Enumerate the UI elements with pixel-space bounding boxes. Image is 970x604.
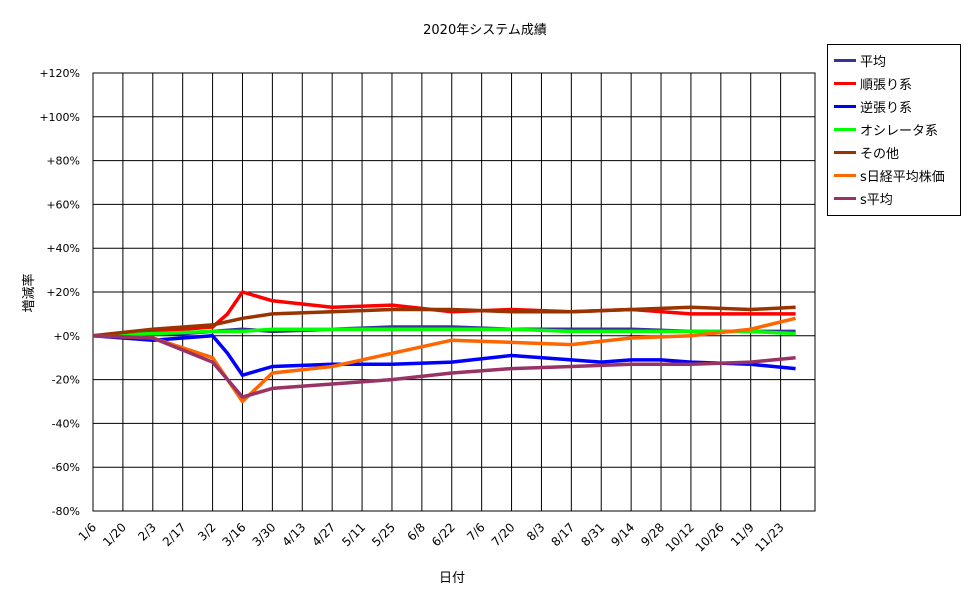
legend-swatch <box>834 196 856 200</box>
legend-label: s平均 <box>860 192 893 208</box>
x-tick-label: 9/14 <box>608 520 637 549</box>
x-tick-label: 3/30 <box>250 520 279 549</box>
x-tick-label: 6/22 <box>429 520 458 549</box>
series-line <box>92 316 797 404</box>
legend-item: 平均 <box>834 50 886 70</box>
y-tick-label: +20% <box>46 286 80 299</box>
x-tick-label: 7/20 <box>489 520 518 549</box>
legend-item: その他 <box>834 142 899 162</box>
legend-swatch <box>834 81 856 85</box>
y-tick-label: +120% <box>39 67 80 80</box>
legend-label: 逆張り系 <box>860 100 913 116</box>
y-axis-label: 増減率 <box>21 273 37 312</box>
legend-label: s日経平均株価 <box>860 169 945 185</box>
series-line <box>92 334 796 399</box>
legend-item: s平均 <box>834 188 893 208</box>
x-tick-label: 5/11 <box>339 520 368 549</box>
legend-swatch <box>834 104 856 108</box>
x-tick-label: 2/17 <box>160 520 189 549</box>
legend-label: 平均 <box>860 54 887 70</box>
x-tick-label: 8/17 <box>549 520 578 549</box>
y-tick-label: -20% <box>52 374 80 387</box>
x-tick-label: 4/27 <box>309 520 338 549</box>
legend-item: オシレータ系 <box>834 119 938 139</box>
x-tick-label: 7/6 <box>464 520 488 544</box>
x-tick-label: 11/23 <box>752 520 786 554</box>
y-tick-label: +40% <box>46 242 80 255</box>
legend-label: 順張り系 <box>860 77 913 93</box>
x-tick-label: 2/3 <box>135 520 159 544</box>
series-lines <box>92 290 797 404</box>
x-tick-label: 6/8 <box>404 520 428 544</box>
x-tick-label: 8/31 <box>578 520 607 549</box>
y-tick-label: +100% <box>39 111 80 124</box>
series-line <box>92 290 796 338</box>
x-tick-label: 3/2 <box>195 520 219 544</box>
series-line <box>92 327 796 338</box>
series-line <box>92 334 796 377</box>
chart-title: 2020年システム成績 <box>423 23 547 38</box>
y-tick-label: -80% <box>52 505 80 518</box>
legend: 平均 順張り系 逆張り系 オシレータ系 その他 s日経平均株価 s平均 <box>827 44 961 216</box>
legend-item: 順張り系 <box>834 73 912 93</box>
x-tick-label: 8/3 <box>524 520 548 544</box>
legend-swatch <box>834 58 856 62</box>
x-tick-label: 4/13 <box>279 520 308 549</box>
x-tick-label: 10/12 <box>663 520 697 554</box>
legend-item: 逆張り系 <box>834 96 912 116</box>
x-axis-label: 日付 <box>439 571 465 586</box>
legend-item: s日経平均株価 <box>834 165 945 185</box>
x-axis-ticks: 1/6 1/20 2/3 2/17 3/2 3/16 3/30 4/13 4/27 5/11 5/2… <box>76 520 787 554</box>
y-tick-label: +60% <box>46 198 80 211</box>
legend-label: その他 <box>860 146 900 162</box>
y-tick-label: +0% <box>53 330 80 343</box>
legend-swatch <box>834 127 856 131</box>
y-tick-label: +80% <box>46 155 80 168</box>
series-line <box>92 305 796 338</box>
x-tick-label: 1/6 <box>76 520 100 544</box>
legend-label: オシレータ系 <box>860 123 939 139</box>
y-tick-label: -40% <box>52 417 80 430</box>
y-tick-label: -60% <box>52 461 80 474</box>
legend-swatch <box>834 173 856 177</box>
grid <box>92 72 816 512</box>
x-tick-label: 5/25 <box>369 520 398 549</box>
y-axis-ticks: +120% +100% +80% +60% +40% +20% +0% -20% -40% -60… <box>39 67 80 518</box>
x-tick-label: 3/16 <box>220 520 249 549</box>
x-tick-label: 1/20 <box>100 520 129 549</box>
x-tick-label: 10/26 <box>693 520 727 554</box>
legend-swatch <box>834 150 856 154</box>
